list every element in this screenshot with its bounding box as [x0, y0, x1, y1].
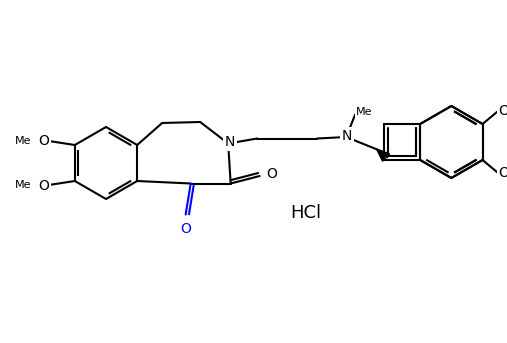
Text: N: N: [225, 135, 235, 149]
Text: O: O: [498, 166, 507, 180]
Text: N: N: [342, 129, 352, 143]
Text: HCl: HCl: [291, 204, 321, 222]
Polygon shape: [377, 149, 389, 158]
Text: Me: Me: [15, 136, 31, 146]
Text: Me: Me: [15, 180, 31, 190]
Text: O: O: [498, 104, 507, 118]
Text: O: O: [266, 166, 277, 180]
Text: O: O: [180, 222, 191, 236]
Text: O: O: [39, 133, 49, 147]
Polygon shape: [377, 149, 386, 161]
Text: O: O: [39, 178, 49, 192]
Text: Me: Me: [356, 106, 373, 117]
